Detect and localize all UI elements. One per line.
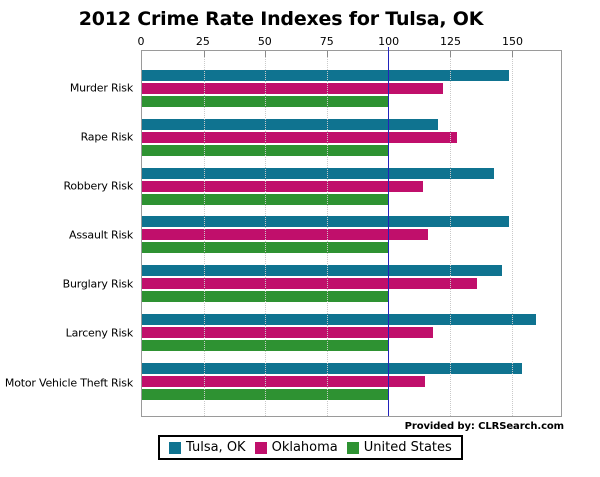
bar-oklahoma bbox=[142, 278, 478, 290]
bar-tulsa-ok bbox=[142, 167, 495, 179]
x-tick-label: 0 bbox=[137, 35, 145, 48]
bar-oklahoma bbox=[142, 131, 458, 143]
gridline bbox=[511, 51, 513, 416]
legend-label: Tulsa, OK bbox=[186, 440, 246, 455]
legend-item: Oklahoma bbox=[254, 440, 338, 455]
bar-groups bbox=[142, 51, 561, 416]
plot-area bbox=[141, 47, 562, 417]
bar-oklahoma bbox=[142, 375, 426, 387]
axis-tick-mark bbox=[203, 51, 205, 57]
legend-item: United States bbox=[346, 440, 452, 455]
bar-group bbox=[142, 362, 561, 400]
bar-tulsa-ok bbox=[142, 314, 537, 326]
bar-oklahoma bbox=[142, 327, 433, 339]
bar-group bbox=[142, 314, 561, 352]
category-label: Robbery Risk bbox=[63, 179, 133, 193]
bar-tulsa-ok bbox=[142, 362, 522, 374]
x-tick-label: 150 bbox=[501, 35, 523, 48]
bar-group bbox=[142, 70, 561, 107]
bar-group bbox=[142, 216, 561, 254]
bar-group bbox=[142, 167, 561, 205]
category-label: Larceny Risk bbox=[65, 326, 134, 340]
bar-oklahoma bbox=[142, 180, 423, 192]
axis-tick-mark bbox=[265, 51, 267, 57]
legend-swatch-icon bbox=[169, 441, 181, 454]
category-label: Rape Risk bbox=[80, 130, 134, 144]
bar-tulsa-ok bbox=[142, 265, 502, 277]
bar-group bbox=[142, 265, 561, 303]
gridline bbox=[265, 51, 267, 416]
x-axis-tick-labels: 0 25 50 75 100 125 150 bbox=[137, 35, 562, 48]
gridline bbox=[203, 51, 205, 416]
category-label: Assault Risk bbox=[69, 228, 133, 242]
bar-group bbox=[142, 118, 561, 156]
category-label: Motor Vehicle Theft Risk bbox=[4, 376, 133, 389]
category-label: Burglary Risk bbox=[62, 277, 134, 291]
legend-label: Oklahoma bbox=[271, 440, 338, 455]
chart-title: 2012 Crime Rate Indexes for Tulsa, OK bbox=[78, 8, 484, 30]
bar-tulsa-ok bbox=[142, 216, 510, 228]
axis-tick-mark bbox=[511, 51, 513, 57]
reference-line-100 bbox=[388, 47, 390, 416]
axis-tick-mark bbox=[450, 51, 452, 57]
legend-swatch-icon bbox=[254, 441, 267, 454]
bar-tulsa-ok bbox=[142, 70, 510, 81]
provided-by-credit: Provided by: CLRSearch.com bbox=[404, 421, 564, 432]
legend-label: United States bbox=[363, 440, 452, 455]
category-axis-labels: Murder Risk Rape Risk Robbery Risk Assault … bbox=[0, 50, 137, 417]
x-tick-label: 100 bbox=[378, 35, 400, 48]
bar-tulsa-ok bbox=[142, 118, 438, 130]
x-tick-label: 50 bbox=[257, 35, 272, 48]
axis-tick-mark bbox=[326, 51, 328, 57]
bar-oklahoma bbox=[142, 229, 428, 241]
legend: Tulsa, OK Oklahoma United States bbox=[158, 435, 463, 460]
x-tick-label: 75 bbox=[319, 35, 334, 48]
legend-item: Tulsa, OK bbox=[169, 441, 246, 454]
category-label: Murder Risk bbox=[69, 81, 133, 94]
gridline bbox=[450, 51, 452, 416]
gridline bbox=[326, 51, 328, 416]
legend-swatch-icon bbox=[346, 441, 359, 454]
x-tick-label: 125 bbox=[440, 35, 462, 48]
bar-oklahoma bbox=[142, 83, 443, 94]
x-tick-label: 25 bbox=[195, 35, 210, 48]
